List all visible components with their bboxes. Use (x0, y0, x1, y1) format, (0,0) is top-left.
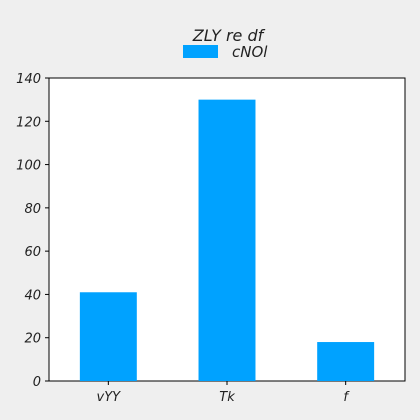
y-axis: 0 20 40 60 80 100 120 140 (16, 72, 49, 390)
y-tick-label: 120 (16, 115, 41, 130)
bar-f (317, 342, 375, 381)
y-tick-label: 0 (33, 375, 41, 390)
y-tick-label: 80 (24, 202, 41, 217)
bar-Tk (198, 99, 256, 382)
y-tick-label: 20 (24, 332, 41, 347)
x-axis: vYY Tk f (97, 381, 350, 405)
y-tick-label: 40 (24, 288, 41, 303)
bars (79, 99, 375, 382)
legend: cNOl (183, 43, 268, 61)
y-tick-label: 100 (16, 159, 41, 174)
x-tick-label: vYY (97, 390, 122, 405)
bar-vYY (79, 292, 137, 381)
chart-title: ZLY re df (192, 26, 266, 45)
legend-label: cNOl (232, 43, 268, 61)
x-tick-label: f (343, 390, 350, 405)
x-tick-label: Tk (219, 390, 235, 405)
y-tick-label: 140 (16, 72, 41, 87)
y-tick-label: 60 (24, 245, 41, 260)
legend-swatch (183, 45, 218, 58)
